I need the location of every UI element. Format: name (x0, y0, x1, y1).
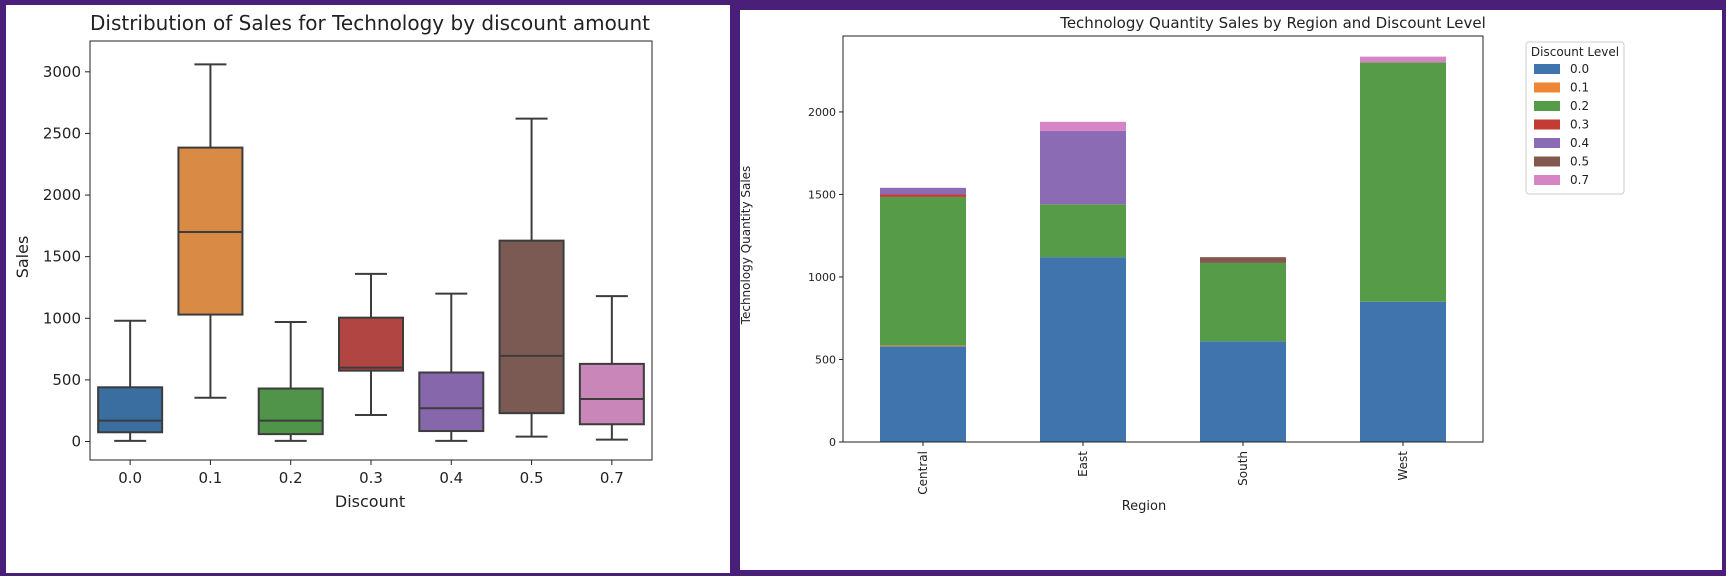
stacked-legend: Discount Level 0.0 0.1 0.2 0.3 0.4 0.5 0.7 (1525, 41, 1625, 195)
legend-swatch-0.7 (1534, 175, 1560, 185)
boxplot-xtick-label: 0.0 (118, 469, 142, 487)
boxplot-xlabel: Discount (335, 492, 405, 511)
box-0.1 (177, 63, 244, 399)
legend-label-0.5: 0.5 (1570, 155, 1589, 169)
box-iqr-rect (498, 239, 565, 415)
stacked-ytick-label: 1000 (808, 271, 836, 284)
bar-segment-0.2 (1040, 204, 1126, 258)
stacked-plot-area: 0 500 1000 1500 2000 Central East South West (808, 35, 1484, 495)
bar-segment-0.0 (1040, 257, 1126, 442)
stacked-xtick-label: Central (916, 451, 930, 495)
boxplot-ytick-label: 2500 (43, 124, 81, 142)
boxplot-xtick-label: 0.5 (520, 469, 544, 487)
stacked-ytick-label: 1500 (808, 188, 836, 201)
bar-segment-0.2 (1360, 62, 1446, 302)
box-0.4 (418, 292, 485, 442)
boxplot-xtick-label: 0.4 (439, 469, 463, 487)
bar-segment-0.0 (1200, 341, 1286, 442)
box-0.0 (97, 319, 164, 442)
boxplot-title: Distribution of Sales for Technology by … (90, 11, 650, 35)
bar-group-west (1360, 56, 1446, 442)
legend-swatch-0.3 (1534, 119, 1560, 130)
boxplot-ytick-label: 0 (71, 433, 81, 451)
boxplot-xtick-label: 0.7 (600, 469, 624, 487)
boxplot-ytick-label: 1000 (43, 309, 81, 327)
box-0.5 (498, 117, 565, 438)
boxplot-ylabel: Sales (13, 236, 32, 279)
legend-label-0.1: 0.1 (1570, 81, 1589, 95)
region-stacked-bar-chart: Technology Quantity Sales by Region and … (740, 14, 1625, 514)
legend-label-0.2: 0.2 (1570, 99, 1589, 113)
bar-segment-0.0 (1360, 301, 1446, 442)
stacked-ytick-label: 2000 (808, 106, 836, 119)
bar-segment-0.4 (880, 187, 966, 195)
legend-title: Discount Level (1531, 45, 1619, 59)
boxplot-xtick-label: 0.2 (279, 469, 303, 487)
box-iqr-rect (97, 386, 164, 434)
legend-swatch-0.0 (1534, 64, 1560, 74)
stacked-chart-content: Technology Quantity Sales by Region and … (740, 14, 1625, 514)
legend-label-0.4: 0.4 (1570, 136, 1589, 150)
bar-group-central (880, 187, 966, 442)
stacked-plot-frame (842, 35, 1484, 443)
legend-swatch-0.2 (1534, 101, 1560, 111)
box-iqr-rect (257, 387, 324, 436)
box-iqr-rect (338, 316, 404, 372)
legend-swatch-0.4 (1534, 138, 1560, 148)
boxplot-xtick-label: 0.1 (198, 469, 222, 487)
bar-segment-0.1 (880, 345, 966, 347)
legend-label-0.3: 0.3 (1570, 118, 1589, 132)
boxplot-ytick-label: 500 (52, 371, 81, 389)
bar-segment-0.7 (1360, 56, 1446, 63)
legend-swatch-0.1 (1534, 82, 1560, 93)
box-iqr-rect (418, 371, 485, 433)
sales-boxplot-chart: Distribution of Sales for Technology by … (13, 11, 653, 511)
bar-segment-0.2 (1200, 262, 1286, 342)
bar-segment-0.4 (1040, 130, 1126, 205)
box-0.7 (578, 295, 645, 441)
bar-group-east (1040, 121, 1126, 442)
bar-group-south (1200, 257, 1286, 442)
bar-segment-0.3 (880, 194, 966, 197)
legend-label-0.7: 0.7 (1570, 173, 1589, 187)
stacked-xtick-label: West (1396, 451, 1410, 481)
bar-segment-0.0 (880, 346, 966, 442)
box-0.2 (257, 320, 324, 442)
stacked-ytick-label: 500 (815, 353, 836, 366)
stacked-title: Technology Quantity Sales by Region and … (1059, 14, 1486, 32)
bar-segment-0.5 (1200, 257, 1286, 263)
boxplot-xtick-label: 0.3 (359, 469, 383, 487)
legend-frame (1525, 41, 1625, 195)
stacked-xlabel: Region (1122, 499, 1167, 514)
box-0.3 (338, 272, 404, 417)
stacked-xtick-label: South (1236, 451, 1250, 486)
bar-segment-0.7 (1040, 121, 1126, 131)
stacked-ytick-label: 0 (829, 436, 836, 449)
legend-label-0.0: 0.0 (1570, 62, 1589, 76)
boxplot-panel: Distribution of Sales for Technology by … (6, 5, 730, 573)
box-iqr-rect (578, 362, 645, 426)
stacked-ylabel: Technology Quantity Sales (740, 166, 753, 326)
legend-swatch-0.5 (1534, 156, 1560, 167)
stacked-xtick-label: East (1076, 451, 1090, 477)
boxplot-ytick-label: 3000 (43, 63, 81, 81)
bar-segment-0.2 (880, 196, 966, 346)
boxplot-ytick-label: 2000 (43, 186, 81, 204)
boxplot-ytick-label: 1500 (43, 248, 81, 266)
stacked-bar-panel: Technology Quantity Sales by Region and … (740, 10, 1722, 570)
